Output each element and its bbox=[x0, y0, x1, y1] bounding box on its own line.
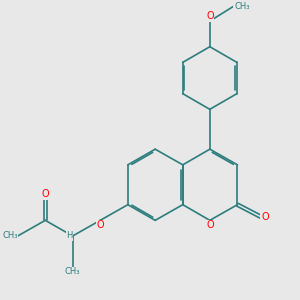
Text: CH₃: CH₃ bbox=[234, 2, 250, 10]
Text: O: O bbox=[41, 189, 49, 199]
Text: H: H bbox=[66, 232, 73, 241]
Text: O: O bbox=[261, 212, 269, 222]
Text: O: O bbox=[96, 220, 104, 230]
Text: O: O bbox=[206, 11, 214, 21]
Text: CH₃: CH₃ bbox=[2, 232, 18, 241]
Text: CH₃: CH₃ bbox=[65, 267, 80, 276]
Text: O: O bbox=[206, 220, 214, 230]
